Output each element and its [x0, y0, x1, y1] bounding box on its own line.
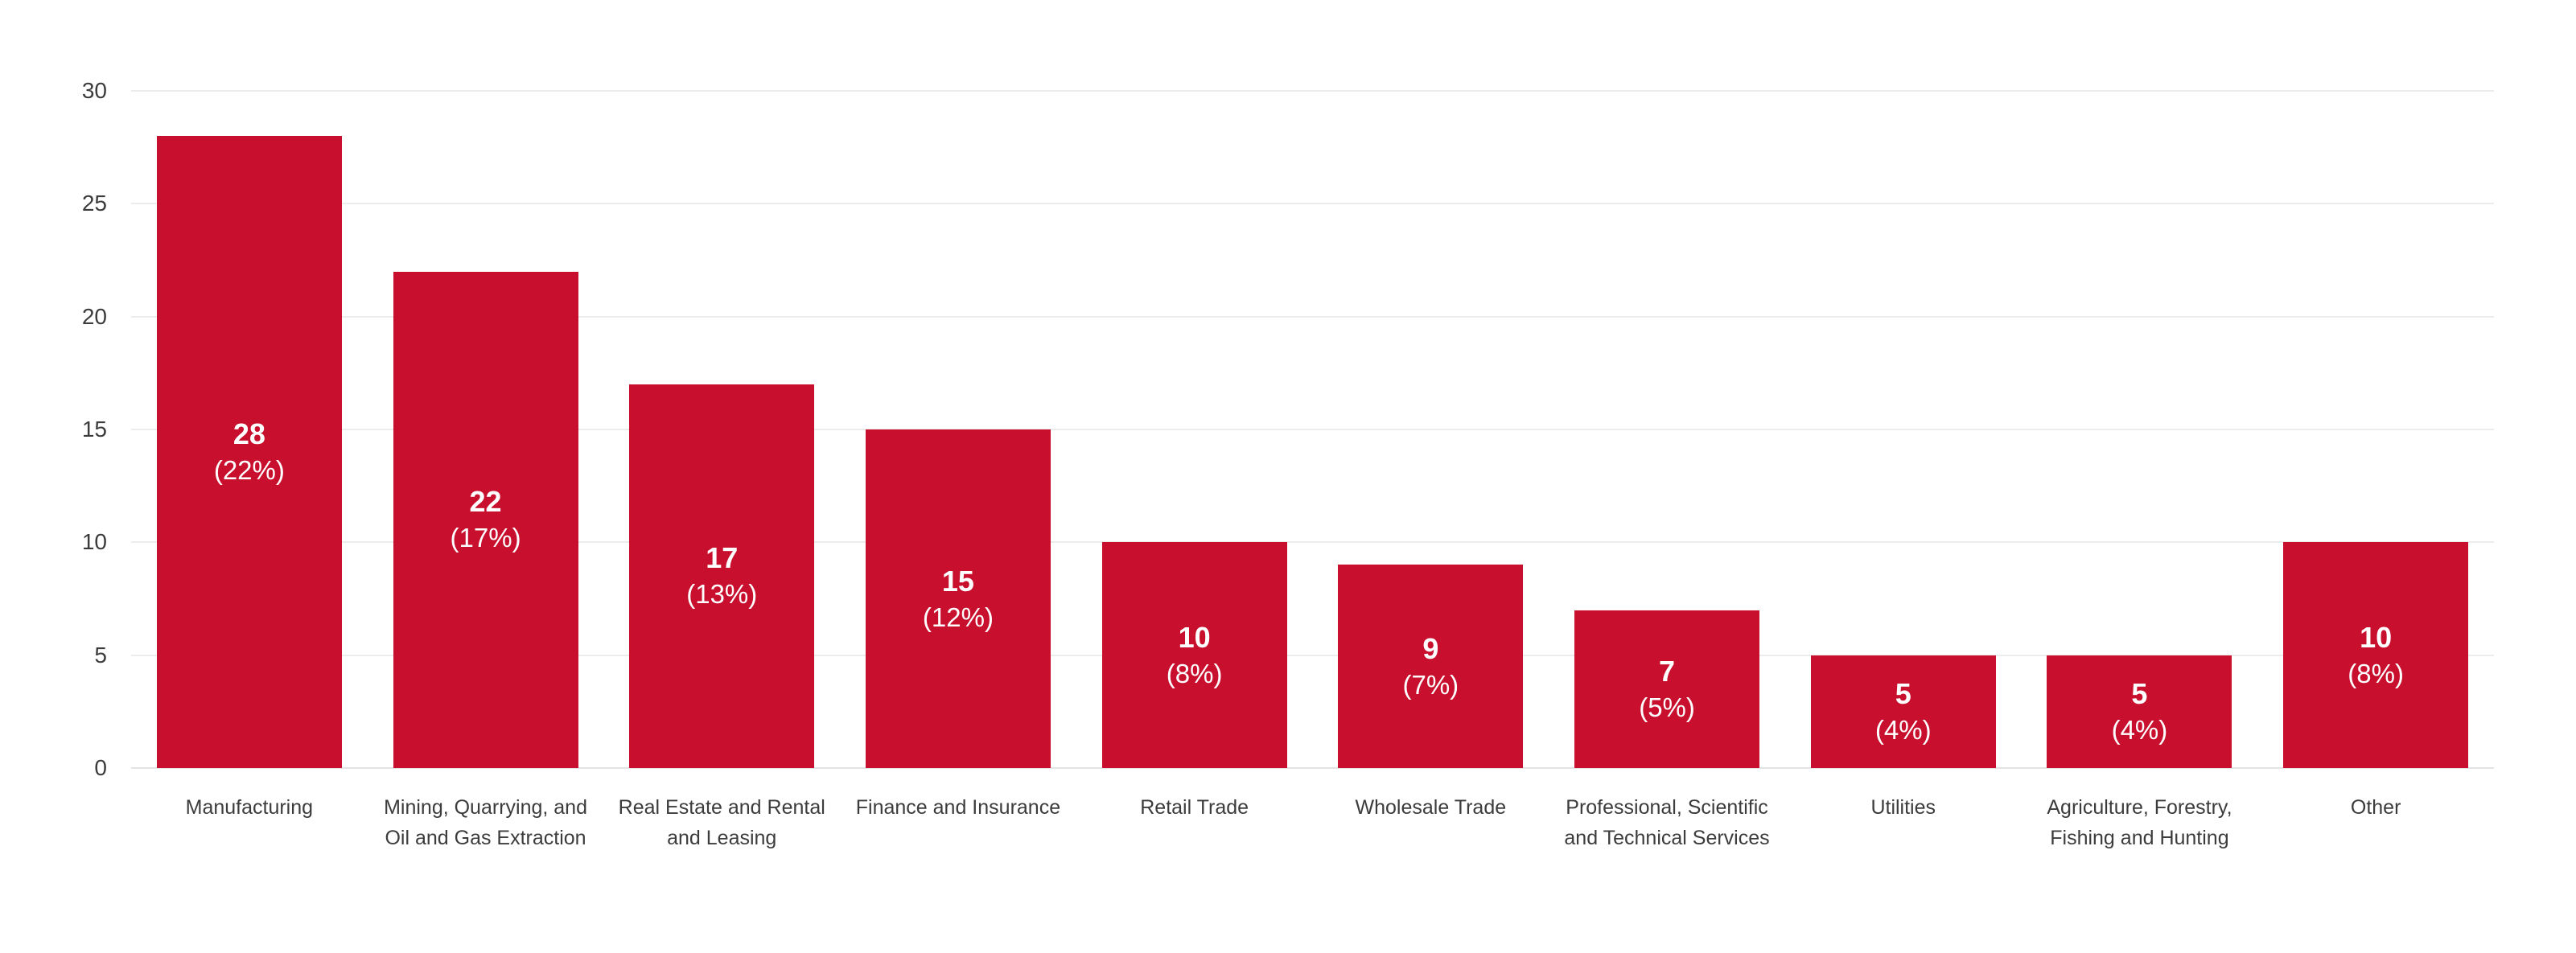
bar[interactable]: 17 (13%) — [629, 384, 815, 768]
gridline — [131, 654, 2494, 656]
x-category-label-text: Manufacturing — [185, 796, 314, 819]
y-tick-label: 15 — [81, 417, 107, 442]
x-category-label-text: Professional, Scientific and Technical S… — [1564, 796, 1770, 849]
x-category-label-text: Retail Trade — [1140, 796, 1249, 819]
bar[interactable]: 10 (8%) — [2283, 542, 2469, 768]
bar[interactable]: 5 (4%) — [1810, 655, 1996, 768]
bar-percent-label: (7%) — [1402, 669, 1459, 700]
bar-percent-label: (4%) — [1874, 714, 1932, 745]
x-category-label: Wholesale Trade — [1313, 792, 1549, 823]
x-category-label: Manufacturing — [131, 792, 368, 823]
gridline — [131, 767, 2494, 769]
bar[interactable]: 10 (8%) — [1101, 542, 1287, 768]
x-category-label: Finance and Insurance — [840, 792, 1076, 823]
y-tick-label: 25 — [81, 191, 107, 216]
x-category-label-text: Finance and Insurance — [855, 796, 1061, 819]
bar-percent-label: (22%) — [213, 455, 285, 486]
bar[interactable]: 22 (17%) — [393, 271, 578, 768]
x-category-label-text: Wholesale Trade — [1355, 796, 1507, 819]
bar[interactable]: 5 (4%) — [2047, 655, 2232, 768]
bar-percent-label: (4%) — [2111, 714, 2168, 745]
x-category-label-text: Other — [2350, 796, 2401, 819]
bar-value-label: 5 — [1895, 676, 1911, 710]
bar-value-label: 17 — [706, 541, 739, 575]
y-tick-label: 0 — [94, 755, 107, 780]
gridline — [131, 90, 2494, 92]
bar[interactable]: 9 (7%) — [1338, 565, 1524, 768]
x-category-label: Other — [2257, 792, 2494, 823]
bar[interactable]: 15 (12%) — [865, 429, 1051, 768]
bar-percent-label: (8%) — [1166, 658, 1223, 688]
gridline — [131, 315, 2494, 318]
x-category-label: Retail Trade — [1076, 792, 1313, 823]
x-category-label: Mining, Quarrying, and Oil and Gas Extra… — [368, 792, 604, 853]
y-tick-label: 5 — [94, 642, 107, 668]
bar-value-label: 28 — [232, 417, 265, 451]
bar-percent-label: (17%) — [450, 523, 521, 553]
x-category-label-text: Agriculture, Forestry, Fishing and Hunti… — [2047, 796, 2232, 849]
y-tick-label: 10 — [81, 529, 107, 555]
gridline — [131, 429, 2494, 430]
bar-percent-label: (8%) — [2348, 658, 2404, 688]
bar[interactable]: 28 (22%) — [156, 136, 342, 768]
bar[interactable]: 7 (5%) — [1574, 610, 1760, 768]
bar-value-label: 7 — [1659, 654, 1676, 688]
bar-value-label: 9 — [1422, 631, 1439, 665]
bar-percent-label: (5%) — [1639, 692, 1695, 722]
x-category-label: Agriculture, Forestry, Fishing and Hunti… — [2022, 792, 2258, 853]
gridline — [131, 541, 2494, 544]
bar-value-label: 10 — [1178, 620, 1211, 654]
x-category-label: Professional, Scientific and Technical S… — [1549, 792, 1785, 853]
bar-value-label: 22 — [469, 485, 502, 519]
gridline — [131, 203, 2494, 205]
bar-percent-label: (12%) — [922, 602, 994, 632]
y-tick-label: 20 — [81, 303, 107, 329]
bar-value-label: 5 — [2131, 676, 2148, 710]
bar-value-label: 10 — [2360, 620, 2393, 654]
x-category-label: Utilities — [1785, 792, 2022, 823]
bar-value-label: 15 — [941, 564, 974, 598]
x-category-label-text: Real Estate and Rental and Leasing — [618, 796, 825, 849]
x-category-label-text: Mining, Quarrying, and Oil and Gas Extra… — [384, 796, 587, 849]
x-category-label: Real Estate and Rental and Leasing — [603, 792, 840, 853]
y-tick-label: 30 — [81, 78, 107, 103]
bar-percent-label: (13%) — [686, 579, 758, 610]
x-category-label-text: Utilities — [1870, 796, 1936, 819]
